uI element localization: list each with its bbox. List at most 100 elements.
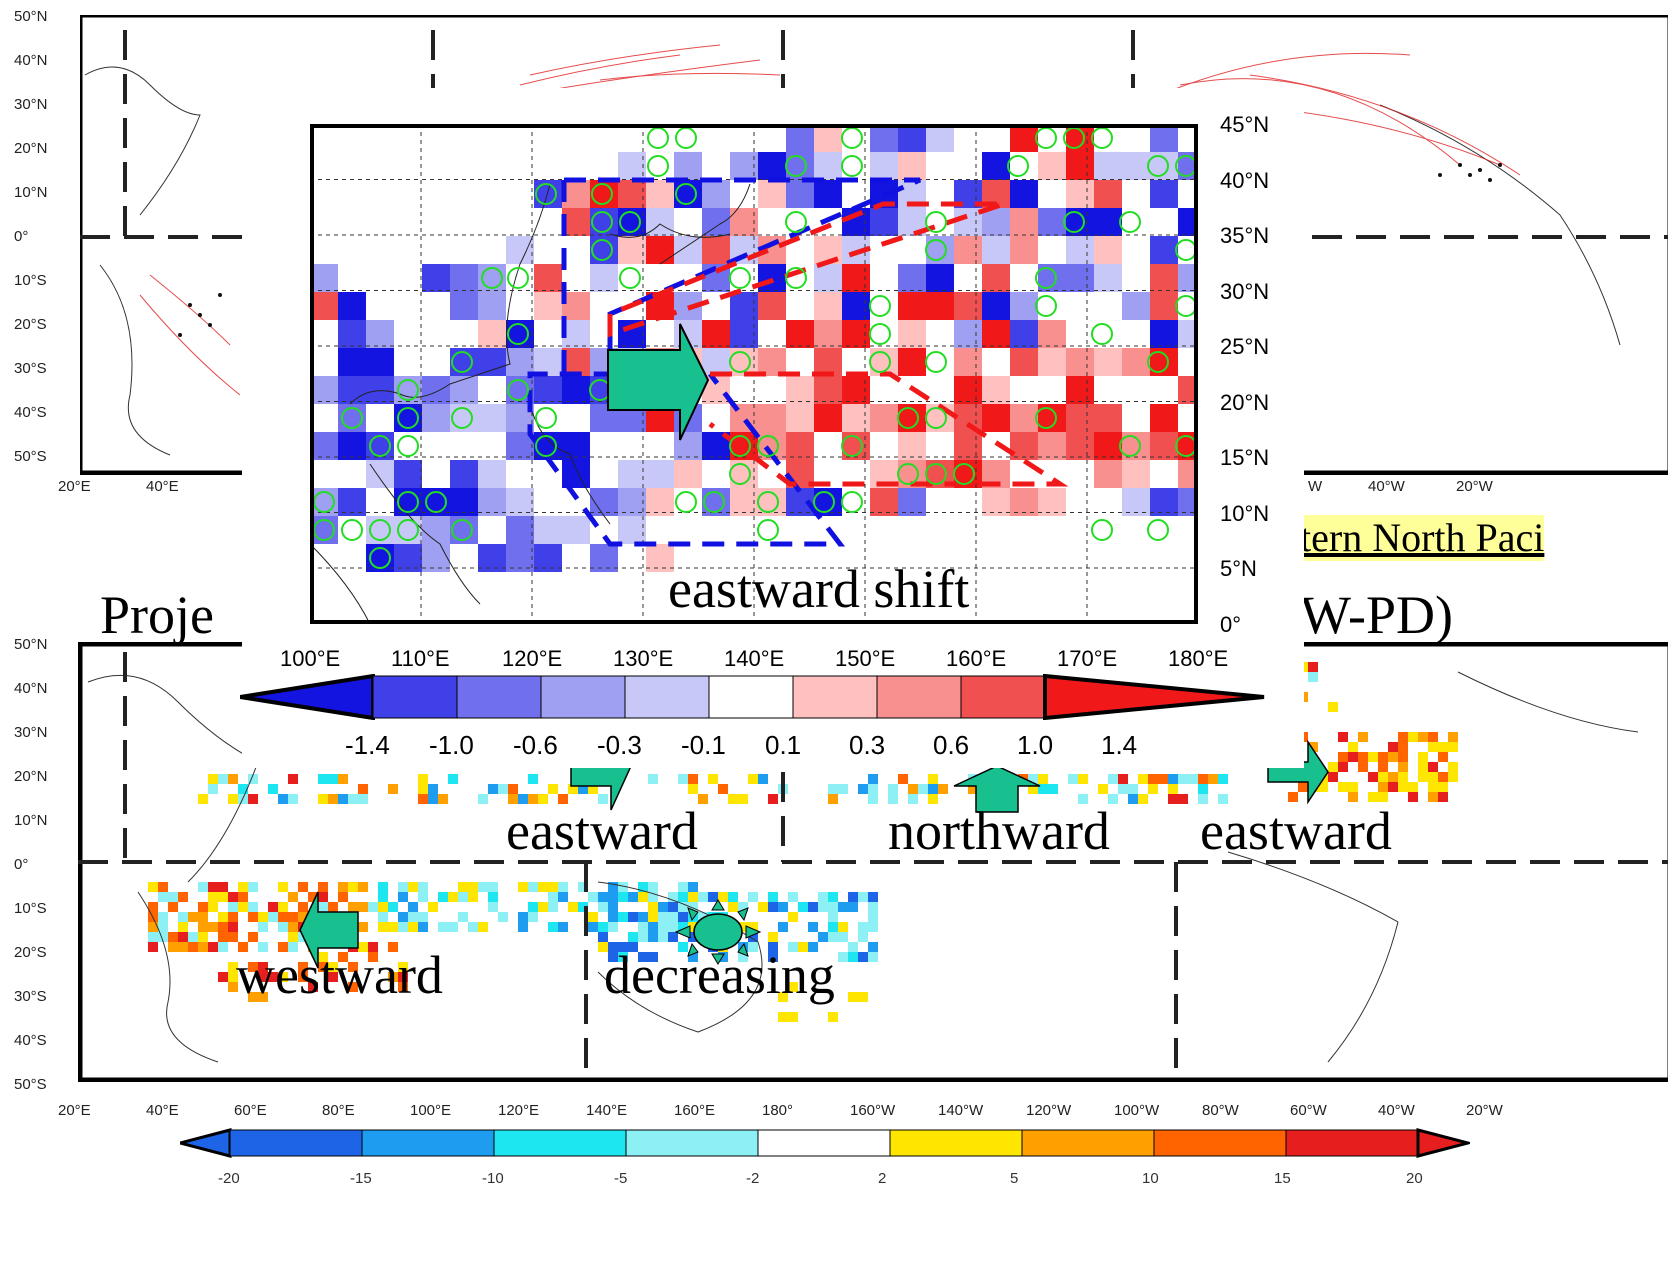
change-cell (398, 922, 408, 932)
change-cell (588, 922, 598, 932)
inset-cell (366, 348, 394, 376)
inset-colorbar-segment (456, 675, 542, 719)
bottom-lat-label: 10°N (14, 812, 48, 829)
significance-circle (341, 407, 363, 429)
bottom-lon-label: 140°W (938, 1102, 984, 1119)
inset-colorbar-segment (624, 675, 710, 719)
change-cell (1398, 752, 1408, 762)
change-cell (238, 882, 248, 892)
change-cell (258, 972, 268, 982)
inset-cell (786, 320, 814, 348)
change-cell (688, 892, 698, 902)
inset-cell (954, 292, 982, 320)
change-cell (248, 912, 258, 922)
basin-link[interactable]: tern North Paci (1300, 515, 1545, 561)
inset-cell (1066, 404, 1094, 432)
inset-cell (1150, 404, 1178, 432)
change-cell (1318, 782, 1328, 792)
inset-cell (618, 488, 646, 516)
change-cell (368, 902, 378, 912)
significance-circle (397, 379, 419, 401)
top-lat-label: 40°S (14, 404, 47, 421)
change-cell (248, 882, 258, 892)
change-cell (158, 912, 168, 922)
change-cell (1438, 782, 1448, 792)
significance-circle (535, 435, 557, 457)
change-cell (208, 942, 218, 952)
change-cell (638, 892, 648, 902)
change-cell (1388, 772, 1398, 782)
change-cell (418, 912, 428, 922)
change-cell (348, 794, 358, 804)
inset-cell (982, 376, 1010, 404)
significance-circle (785, 267, 807, 289)
inset-cell (478, 348, 506, 376)
inset-cell (730, 152, 758, 180)
change-cell (868, 892, 878, 902)
inset-lat-label: 15°N (1220, 445, 1270, 470)
change-cell (208, 892, 218, 902)
inset-colorbar-label: -1.0 (429, 730, 474, 760)
change-cell (198, 922, 208, 932)
significance-circle (1119, 435, 1141, 457)
change-cell (838, 902, 848, 912)
change-cell (1438, 742, 1448, 752)
inset-cell (478, 320, 506, 348)
change-cell (1108, 794, 1118, 804)
change-cell (578, 902, 588, 912)
inset-lat-label: 35°N (1220, 223, 1270, 248)
inset-cell (786, 376, 814, 404)
inset-cell (478, 544, 506, 572)
change-cell (238, 892, 248, 902)
change-cell (218, 882, 228, 892)
change-cell (378, 912, 388, 922)
change-cell (738, 952, 748, 962)
inset-cell (1094, 404, 1122, 432)
change-cell (748, 892, 758, 902)
significance-circle (1035, 295, 1057, 317)
inset-cell (842, 292, 870, 320)
change-cell (178, 922, 188, 932)
change-cell (798, 902, 808, 912)
bottom-lat-label: 0° (14, 856, 29, 873)
change-cell (408, 922, 418, 932)
change-cell (268, 902, 278, 912)
change-cell (228, 892, 238, 902)
inset-cell (982, 320, 1010, 348)
change-cell (538, 794, 548, 804)
change-cell (168, 942, 178, 952)
inset-cell (1066, 264, 1094, 292)
significance-circle (591, 183, 613, 205)
significance-circle (397, 435, 419, 457)
change-cell (908, 784, 918, 794)
inset-lat-label: 30°N (1220, 278, 1270, 304)
change-cell (1308, 742, 1318, 752)
inset-cell (814, 376, 842, 404)
significance-circle (675, 183, 697, 205)
significance-circle (729, 435, 751, 457)
change-cell (218, 942, 228, 952)
inset-cell (1150, 292, 1178, 320)
change-cell (758, 774, 768, 784)
change-cell (638, 932, 648, 942)
change-cell (268, 912, 278, 922)
inset-cell (758, 152, 786, 180)
change-cell (178, 912, 188, 922)
change-cell (858, 952, 868, 962)
change-cell (268, 972, 278, 982)
change-cell (538, 882, 548, 892)
change-cell (1418, 772, 1428, 782)
inset-cell (814, 124, 842, 152)
change-cell (448, 922, 458, 932)
bottom-lon-label: 120°W (1026, 1102, 1072, 1119)
change-cell (1218, 774, 1228, 784)
inset-cell (1150, 264, 1178, 292)
change-cell (678, 892, 688, 902)
change-cell (848, 892, 858, 902)
change-cell (688, 952, 698, 962)
inset-cell (730, 320, 758, 348)
change-cell (238, 942, 248, 952)
inset-lat-label: 10°N (1220, 500, 1270, 526)
inset-cell (1010, 488, 1038, 516)
change-cell (228, 774, 238, 784)
